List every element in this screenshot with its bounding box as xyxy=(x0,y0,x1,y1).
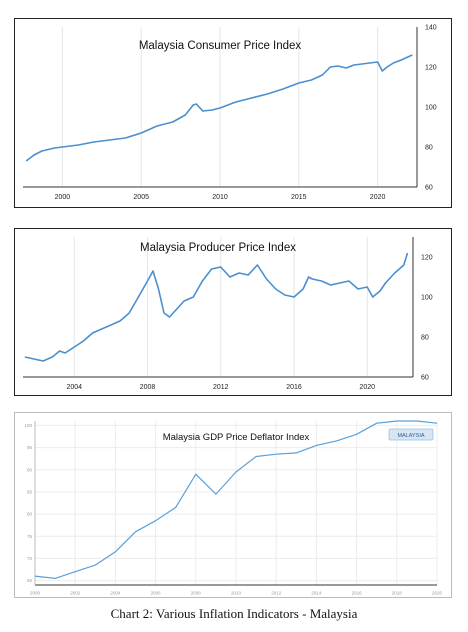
x-tick-label: 2012 xyxy=(213,384,229,391)
series-line xyxy=(24,252,409,362)
y-tick-label: 100 xyxy=(425,104,437,111)
chart-title: Malaysia Consumer Price Index xyxy=(139,40,302,52)
x-tick-label: 2014 xyxy=(311,591,322,596)
y-tick-label: 70 xyxy=(27,556,33,561)
x-tick-label: 2006 xyxy=(151,591,162,596)
y-tick-label: 90 xyxy=(27,467,33,472)
x-tick-label: 2016 xyxy=(286,384,302,391)
legend-label: MALAYSIA xyxy=(397,433,424,439)
y-tick-label: 95 xyxy=(27,445,33,450)
x-tick-label: 2015 xyxy=(291,194,307,201)
x-tick-label: 2000 xyxy=(55,194,71,201)
x-tick-label: 2005 xyxy=(133,194,149,201)
figure-caption: Chart 2: Various Inflation Indicators - … xyxy=(110,606,358,621)
x-tick-label: 2004 xyxy=(110,591,121,596)
x-tick-label: 2002 xyxy=(70,591,81,596)
legend: MALAYSIA xyxy=(388,428,434,441)
y-tick-label: 80 xyxy=(27,512,33,517)
x-tick-label: 2020 xyxy=(370,194,386,201)
x-tick-label: 2020 xyxy=(359,384,375,391)
y-tick-label: 60 xyxy=(421,374,429,381)
gdp-deflator-chart-panel: 2000 2002 2004 2006 2008 2010 2012 2014 2016 2018… xyxy=(14,412,452,598)
x-tick-label: 2010 xyxy=(231,591,242,596)
x-tick-label: 2008 xyxy=(191,591,202,596)
y-tick-label: 100 xyxy=(24,423,32,428)
y-tick-label: 80 xyxy=(421,334,429,341)
chart-title: Malaysia Producer Price Index xyxy=(140,242,296,254)
y-tick-label: 140 xyxy=(425,24,437,31)
ppi-chart: 2004 2008 2012 2016 2020 60 80 100 120 Malaysia P… xyxy=(23,237,433,391)
x-tick-label: 2018 xyxy=(392,591,403,596)
cpi-chart-panel: 2000 2005 2010 2015 2020 60 80 100 120 140 Malaysi… xyxy=(14,18,452,208)
x-tick-label: 2020 xyxy=(432,591,443,596)
x-tick-label: 2004 xyxy=(66,384,82,391)
gdp-deflator-chart: 2000 2002 2004 2006 2008 2010 2012 2014 2016 2018… xyxy=(24,420,443,596)
cpi-chart: 2000 2005 2010 2015 2020 60 80 100 120 140 Malaysi… xyxy=(23,24,437,201)
y-tick-label: 60 xyxy=(425,184,433,191)
series-line xyxy=(25,54,413,162)
series-line xyxy=(34,420,438,579)
x-tick-label: 2012 xyxy=(271,591,282,596)
y-tick-label: 100 xyxy=(421,294,433,301)
legend-box xyxy=(388,428,434,441)
y-tick-label: 120 xyxy=(421,254,433,261)
grid xyxy=(61,27,379,187)
y-tick-label: 65 xyxy=(27,578,33,583)
x-tick-label: 2016 xyxy=(352,591,363,596)
ppi-chart-panel: 2004 2008 2012 2016 2020 60 80 100 120 Malaysia P… xyxy=(14,228,452,396)
x-tick-label: 2000 xyxy=(30,591,41,596)
chart-title: Malaysia GDP Price Deflator Index xyxy=(163,432,310,443)
grid xyxy=(34,421,438,585)
y-tick-label: 80 xyxy=(425,144,433,151)
y-tick-label: 120 xyxy=(425,64,437,71)
grid xyxy=(73,237,368,377)
x-tick-label: 2008 xyxy=(140,384,156,391)
y-tick-label: 85 xyxy=(27,489,33,494)
x-tick-label: 2010 xyxy=(212,194,228,201)
y-tick-label: 75 xyxy=(27,534,33,539)
